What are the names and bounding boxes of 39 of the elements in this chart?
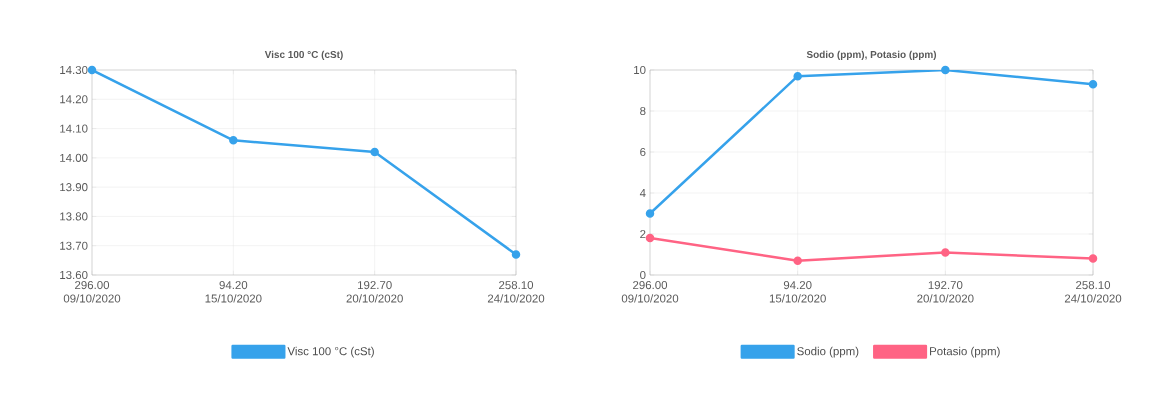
y-tick-label: 8 <box>640 106 646 116</box>
x-tick-label: 296.00 09/10/2020 <box>621 281 679 303</box>
y-tick-label: 13.60 <box>60 270 88 280</box>
point <box>1088 254 1098 263</box>
y-tick-label: 14.30 <box>60 65 88 75</box>
y-tick-label: 10 <box>634 65 646 75</box>
y-tick-label: 14.00 <box>60 153 88 162</box>
y-tick-label: 13.90 <box>60 183 88 192</box>
x-tick-label: 94.20 15/10/2020 <box>769 281 826 303</box>
point <box>941 65 950 75</box>
point <box>645 233 655 243</box>
y-tick-label: 0 <box>640 270 646 280</box>
point <box>793 71 802 81</box>
x-tick-label: 258.10 24/10/2020 <box>1064 281 1122 303</box>
legend-label: Potasio (ppm) <box>930 346 1000 358</box>
point <box>645 209 655 218</box>
point <box>87 65 97 75</box>
x-tick-label: 192.70 20/10/2020 <box>346 281 403 303</box>
point <box>511 250 521 259</box>
x-tick-label: 94.20 15/10/2020 <box>205 281 262 303</box>
y-tick-label: 14.20 <box>60 95 88 104</box>
chart-title: Sodio (ppm), Potasio (ppm) <box>806 50 937 60</box>
y-tick-label: 14.10 <box>60 124 88 133</box>
y-tick-label: 13.70 <box>60 241 88 250</box>
y-tick-label: 6 <box>640 147 646 157</box>
point <box>1088 80 1098 89</box>
x-tick-label: 296.00 09/10/2020 <box>63 281 121 303</box>
point <box>370 147 379 157</box>
y-tick-label: 2 <box>640 230 646 238</box>
chart-title: Visc 100 °C (cSt) <box>264 50 343 60</box>
legend-label: Sodio (ppm) <box>797 346 859 358</box>
point <box>793 256 802 265</box>
y-tick-label: 13.80 <box>60 212 88 221</box>
point <box>941 248 950 257</box>
x-tick-label: 192.70 20/10/2020 <box>917 281 974 303</box>
y-tick-label: 4 <box>639 189 646 197</box>
legend-label: Visc 100 °C (cSt) <box>287 346 374 358</box>
point <box>229 136 238 145</box>
x-tick-label: 258.10 24/10/2020 <box>487 281 545 303</box>
